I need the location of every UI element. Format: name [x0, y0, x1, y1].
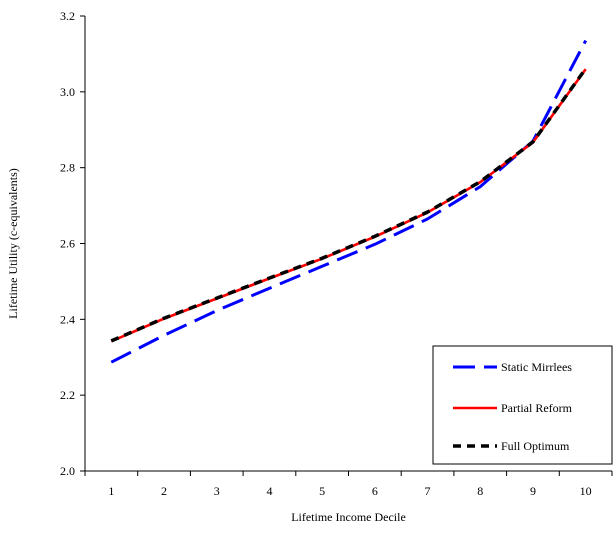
y-tick-label: 2.2 [60, 388, 75, 402]
y-tick-label: 3.2 [60, 9, 75, 23]
x-tick-label: 10 [580, 484, 592, 498]
x-tick-label: 2 [161, 484, 167, 498]
series-line-full-optimum [110, 67, 588, 343]
y-tick-label: 3.0 [60, 85, 75, 99]
y-tick-label: 2.8 [60, 161, 75, 175]
x-tick-label: 6 [372, 484, 378, 498]
y-tick-label: 2.4 [60, 312, 75, 326]
series-line-partial-reform [110, 68, 587, 343]
series-line-static-mirrlees [110, 39, 588, 364]
x-tick-label: 9 [530, 484, 536, 498]
y-tick-label: 2.6 [60, 237, 75, 251]
x-tick-label: 3 [214, 484, 220, 498]
x-tick-label: 8 [477, 484, 483, 498]
x-tick-label: 5 [319, 484, 325, 498]
x-tick-label: 7 [425, 484, 431, 498]
x-axis-title: Lifetime Income Decile [291, 510, 406, 524]
legend-label: Full Optimum [501, 439, 570, 453]
x-tick-label: 1 [108, 484, 114, 498]
legend-label: Partial Reform [501, 401, 573, 415]
x-tick-label: 4 [266, 484, 272, 498]
y-tick-label: 2.0 [60, 464, 75, 478]
y-axis-title: Lifetime Utility (c-equivalents) [6, 168, 20, 319]
legend-label: Static Mirrlees [501, 360, 572, 374]
